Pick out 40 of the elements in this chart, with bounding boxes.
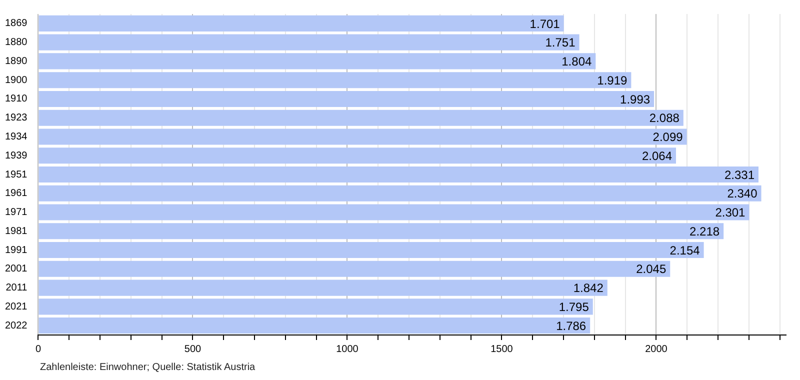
y-tick-label: 1981 [4,226,28,237]
data-label: 2.340 [727,186,758,201]
y-tick-label: 1971 [4,207,28,218]
data-label: 1.786 [556,318,586,333]
y-tick-label: 1923 [4,112,28,124]
data-label: 1.751 [545,36,576,50]
x-tick-label: 1000 [336,344,359,355]
text: Zahlenleiste: Einwohner; Quelle: Statistik Austria [40,362,256,373]
y-tick-label: 1880 [4,37,28,48]
data-label: 2.045 [636,262,666,276]
data-label: 1.919 [597,73,628,88]
data-label: 1.804 [562,54,592,69]
y-tick-label: 1900 [4,74,28,86]
data-label: 2.218 [690,224,720,238]
y-tick-label: 1951 [4,169,28,180]
x-tick-label: 1500 [490,344,514,355]
data-label: 1.701 [530,16,560,31]
y-tick-label: 2011 [6,282,28,294]
data-label: 2.099 [652,130,684,144]
y-tick-label: 1961 [4,188,28,200]
data-label: 1.795 [558,300,590,314]
y-tick-label: 1991 [4,244,28,256]
data-label: 1.993 [620,92,650,106]
data-label: 2.064 [642,148,672,163]
y-tick-label: 2021 [4,301,28,312]
y-tick-label: 1890 [4,56,28,67]
y-tick-label: 1934 [4,131,28,142]
y-tick-label: 1939 [4,150,28,162]
y-tick-label: 2001 [4,264,28,275]
data-label: 2.154 [670,243,700,258]
y-tick-label: 1910 [4,94,28,105]
x-tick-label: 0 [35,344,42,355]
x-tick-label: 2000 [645,344,668,355]
y-tick-label: 1869 [4,18,28,30]
data-label: 2.088 [649,111,680,126]
data-label: 2.301 [715,206,746,220]
data-label: 1.842 [573,281,604,296]
y-tick-label: 2022 [4,320,28,332]
data-label: 2.331 [724,168,755,182]
x-tick-label: 500 [184,344,202,355]
